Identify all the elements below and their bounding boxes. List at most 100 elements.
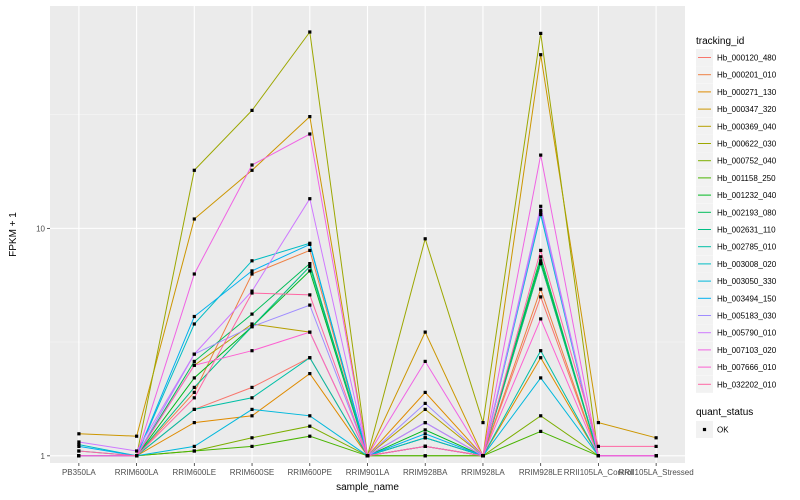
- legend-item-label: Hb_000347_320: [717, 105, 777, 114]
- data-point: [539, 213, 543, 217]
- legend2-swatch: [702, 427, 707, 432]
- data-point: [192, 444, 196, 448]
- data-point: [423, 401, 427, 405]
- data-point: [250, 322, 254, 326]
- data-point: [250, 289, 254, 293]
- data-point: [192, 217, 196, 221]
- data-point: [423, 421, 427, 425]
- data-point: [192, 421, 196, 425]
- legend-item-label: Hb_005790_010: [717, 329, 777, 338]
- data-point: [308, 356, 312, 360]
- data-point: [250, 396, 254, 400]
- data-point: [250, 312, 254, 316]
- data-point: [423, 444, 427, 448]
- legend-item-label: Hb_003494_150: [717, 294, 777, 303]
- data-point: [250, 269, 254, 273]
- data-point: [77, 440, 81, 444]
- data-point: [539, 208, 543, 212]
- data-point: [308, 197, 312, 201]
- legend-item-label: Hb_000201_010: [717, 71, 777, 80]
- data-point: [192, 352, 196, 356]
- data-point: [192, 272, 196, 276]
- legend-item-label: Hb_000369_040: [717, 122, 777, 131]
- data-point: [654, 454, 658, 458]
- data-point: [250, 163, 254, 167]
- data-points: [77, 30, 658, 458]
- legend-quant-status: quant_status OK: [696, 407, 753, 438]
- y-axis: 1 10: [36, 224, 50, 461]
- data-point: [308, 262, 312, 266]
- legend-item-label: Hb_000752_040: [717, 157, 777, 166]
- x-tick-label: RRIM600PE: [288, 468, 332, 477]
- data-point: [192, 449, 196, 453]
- data-point: [539, 429, 543, 433]
- data-point: [77, 444, 81, 448]
- data-point: [77, 454, 81, 458]
- data-point: [250, 168, 254, 172]
- y-tick-label: 10: [36, 224, 45, 233]
- data-point: [539, 259, 543, 263]
- data-point: [135, 454, 139, 458]
- data-point: [539, 317, 543, 321]
- data-point: [423, 454, 427, 458]
- x-tick-label: RRIM600SE: [230, 468, 274, 477]
- data-point: [539, 31, 543, 35]
- data-point: [192, 376, 196, 380]
- x-tick-label: RRII105LA_Control: [564, 468, 634, 477]
- data-point: [308, 264, 312, 269]
- data-point: [308, 293, 312, 297]
- data-point: [308, 330, 312, 334]
- legend-item-label: Hb_007666_010: [717, 363, 777, 372]
- data-point: [192, 385, 196, 389]
- data-point: [539, 204, 543, 208]
- x-tick-label: PB350LA: [62, 468, 96, 477]
- legend-item-label: Hb_002785_010: [717, 243, 777, 252]
- data-point: [308, 434, 312, 438]
- y-tick-label: 1: [41, 452, 46, 461]
- data-point: [250, 259, 254, 263]
- legend-item-label: Hb_000120_480: [717, 54, 777, 63]
- data-point: [308, 424, 312, 428]
- data-point: [423, 428, 427, 432]
- x-tick-label: RRIM928LE: [519, 468, 563, 477]
- data-point: [250, 325, 254, 329]
- data-point: [192, 396, 196, 400]
- data-point: [539, 287, 543, 291]
- legend-item-label: Hb_005183_030: [717, 312, 777, 321]
- data-point: [250, 108, 254, 112]
- data-point: [539, 414, 543, 418]
- data-point: [135, 449, 139, 453]
- legend-item-label: Hb_032202_010: [717, 380, 777, 389]
- data-point: [423, 390, 427, 394]
- legend-item-label: Hb_000622_030: [717, 140, 777, 149]
- data-point: [539, 53, 543, 57]
- data-point: [250, 272, 254, 276]
- legend-item-label: Hb_001158_250: [717, 174, 776, 183]
- x-tick-label: RRIM600LE: [173, 468, 217, 477]
- data-point: [250, 291, 254, 295]
- data-point: [539, 255, 543, 259]
- legend-item-label: Hb_002631_110: [717, 226, 776, 235]
- data-point: [539, 356, 543, 360]
- data-point: [423, 330, 427, 334]
- data-point: [423, 407, 427, 411]
- x-tick-label: RRIM600LA: [115, 468, 159, 477]
- data-point: [423, 436, 427, 440]
- data-point: [481, 454, 485, 458]
- data-point: [539, 349, 543, 353]
- data-point: [539, 248, 543, 252]
- data-point: [423, 359, 427, 363]
- data-point: [192, 359, 196, 363]
- data-point: [250, 407, 254, 411]
- data-point: [539, 153, 543, 157]
- legend2-item-label: OK: [717, 426, 729, 435]
- data-point: [308, 248, 312, 252]
- data-point: [654, 444, 658, 448]
- data-point: [308, 115, 312, 119]
- data-point: [539, 376, 543, 380]
- x-tick-label: RRII105LA_Stressed: [619, 468, 694, 477]
- data-point: [308, 30, 312, 34]
- legend-item-label: Hb_001232_040: [717, 191, 777, 200]
- data-point: [654, 436, 658, 440]
- data-point: [308, 269, 312, 273]
